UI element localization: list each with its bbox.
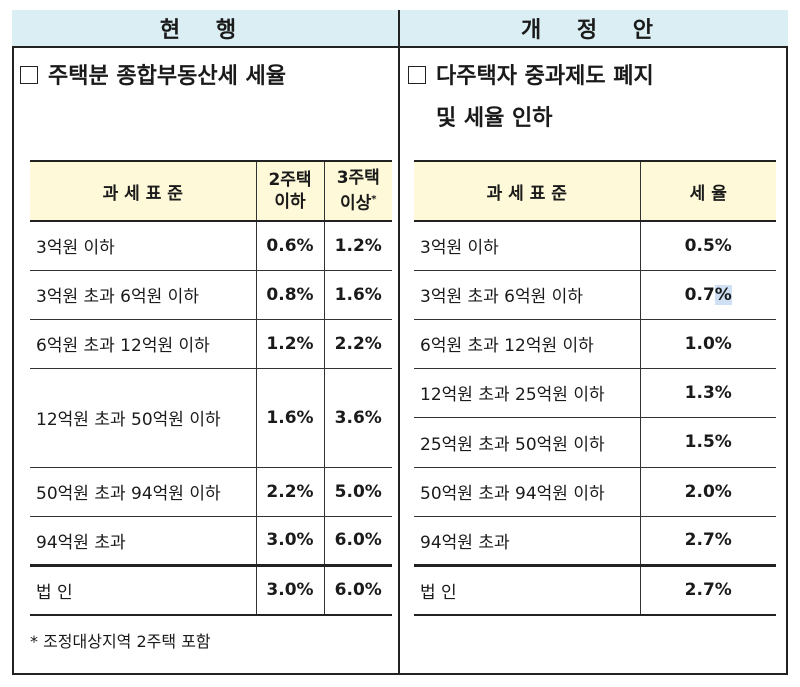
right-section-title: 다주택자 중과제도 폐지	[408, 56, 654, 98]
col2-line1: 2주택	[268, 170, 312, 190]
table-row: 법 인 3.0% 6.0%	[30, 563, 392, 616]
table-row: 6억원 초과 12억원 이하 1.0%	[414, 318, 776, 369]
row-rate-2: 2.2%	[255, 466, 325, 517]
col3-line1: 3주택	[336, 168, 380, 189]
checkbox-icon	[408, 66, 426, 84]
left-section-title: 주택분 종합부동산세 세율	[20, 56, 286, 98]
right-title-line1: 다주택자 중과제도 폐지	[436, 64, 654, 89]
rate-value: 0.7	[684, 284, 715, 305]
table-row: 50억원 초과 94억원 이하 2.2% 5.0%	[30, 466, 392, 517]
row-rate: 1.3%	[639, 367, 776, 418]
table-header-row: 과 세 표 준 2주택 이하 3주택 이상*	[30, 160, 392, 222]
row-rate: 1.0%	[639, 318, 776, 369]
table-row: 3억원 이하 0.6% 1.2%	[30, 220, 392, 271]
row-rate-3: 3.6%	[323, 367, 392, 468]
row-base: 3억원 초과 6억원 이하	[414, 269, 641, 320]
row-base: 50억원 초과 94억원 이하	[30, 466, 257, 517]
row-rate: 1.5%	[639, 416, 776, 468]
row-base: 3억원 이하	[414, 220, 641, 271]
col-header-base: 과 세 표 준	[30, 160, 257, 222]
row-rate-2: 3.0%	[255, 515, 325, 566]
row-rate-2: 1.6%	[255, 367, 325, 468]
row-rate-3: 1.6%	[323, 269, 392, 320]
table-header-row: 과 세 표 준 세 율	[414, 160, 776, 222]
header-revised: 개 정 안	[400, 10, 788, 48]
table-row: 12억원 초과 50억원 이하 1.6% 3.6%	[30, 367, 392, 468]
row-rate: 2.7%	[639, 563, 776, 616]
checkbox-icon	[20, 66, 38, 84]
right-rate-table: 과 세 표 준 세 율 3억원 이하 0.5% 3억원 초과 6억원 이하 0.…	[414, 160, 776, 616]
row-rate: 0.5%	[639, 220, 776, 271]
row-base: 법 인	[30, 563, 257, 616]
row-rate-2: 3.0%	[255, 563, 325, 616]
row-base: 12억원 초과 25억원 이하	[414, 367, 641, 418]
col3-line2: 이상	[339, 193, 372, 214]
row-rate-3: 6.0%	[323, 515, 392, 566]
left-title-text: 주택분 종합부동산세 세율	[48, 64, 286, 89]
row-base: 3억원 이하	[30, 220, 257, 271]
col-header-rate: 세 율	[639, 160, 776, 222]
row-rate-3: 1.2%	[323, 220, 392, 271]
row-rate-3: 6.0%	[323, 563, 392, 616]
table-row: 법 인 2.7%	[414, 563, 776, 616]
col-header-3house: 3주택 이상*	[323, 160, 392, 222]
row-base: 50억원 초과 94억원 이하	[414, 466, 641, 517]
table-row: 3억원 초과 6억원 이하 0.7%	[414, 269, 776, 320]
column-divider	[398, 10, 400, 675]
table-row: 25억원 초과 50억원 이하 1.5%	[414, 416, 776, 468]
row-rate: 2.0%	[639, 466, 776, 517]
row-base: 6억원 초과 12억원 이하	[30, 318, 257, 369]
right-section-title-2: 및 세율 인하	[436, 98, 553, 140]
row-rate-2: 0.8%	[255, 269, 325, 320]
col3-mark: *	[371, 194, 377, 206]
row-rate-2: 1.2%	[255, 318, 325, 369]
row-rate-2: 0.6%	[255, 220, 325, 271]
col-header-base: 과 세 표 준	[414, 160, 641, 222]
table-row: 50억원 초과 94억원 이하 2.0%	[414, 466, 776, 517]
table-row: 12억원 초과 25억원 이하 1.3%	[414, 367, 776, 418]
row-base: 94억원 초과	[30, 515, 257, 566]
row-rate-3: 2.2%	[323, 318, 392, 369]
row-rate: 0.7%	[639, 269, 776, 320]
row-rate: 2.7%	[639, 515, 776, 566]
table-row: 6억원 초과 12억원 이하 1.2% 2.2%	[30, 318, 392, 369]
table-row: 3억원 초과 6억원 이하 0.8% 1.6%	[30, 269, 392, 320]
row-base: 94억원 초과	[414, 515, 641, 566]
header-current: 현 행	[12, 10, 398, 48]
right-title-line2: 및 세율 인하	[436, 106, 553, 131]
left-rate-table: 과 세 표 준 2주택 이하 3주택 이상* 3억원 이하 0.6% 1.2% …	[30, 160, 392, 616]
col2-line2: 이하	[274, 192, 306, 212]
row-base: 25억원 초과 50억원 이하	[414, 416, 641, 468]
row-base: 법 인	[414, 563, 641, 616]
row-base: 12억원 초과 50억원 이하	[30, 367, 257, 468]
table-row: 94억원 초과 2.7%	[414, 515, 776, 566]
rate-highlight: %	[714, 284, 732, 305]
row-rate-3: 5.0%	[323, 466, 392, 517]
footnote: * 조정대상지역 2주택 포함	[30, 632, 211, 651]
table-row: 94억원 초과 3.0% 6.0%	[30, 515, 392, 566]
row-base: 3억원 초과 6억원 이하	[30, 269, 257, 320]
col-header-2house: 2주택 이하	[255, 160, 325, 222]
table-row: 3억원 이하 0.5%	[414, 220, 776, 271]
row-base: 6억원 초과 12억원 이하	[414, 318, 641, 369]
